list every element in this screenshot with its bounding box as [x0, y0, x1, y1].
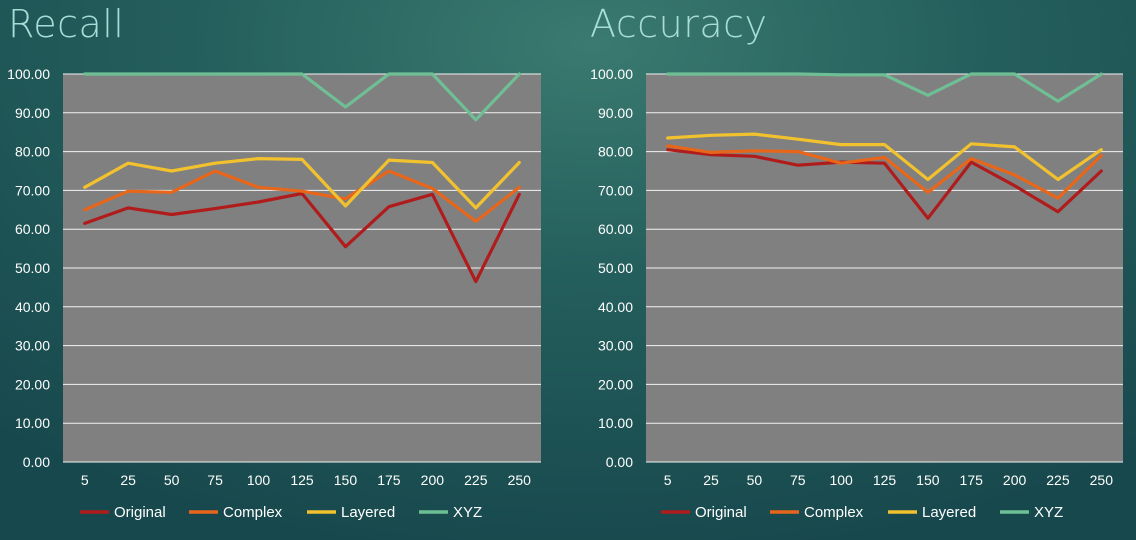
y-tick-label: 80.00: [15, 144, 50, 160]
chart-title-accuracy: Accuracy: [590, 2, 768, 46]
x-tick-label: 250: [1090, 472, 1114, 488]
y-tick-label: 0.00: [606, 454, 633, 470]
x-tick-label: 200: [421, 472, 445, 488]
legend-label: Original: [114, 504, 166, 521]
x-tick-label: 50: [164, 472, 180, 488]
x-tick-label: 125: [290, 472, 314, 488]
y-tick-label: 20.00: [598, 376, 633, 392]
y-tick-label: 10.00: [15, 415, 50, 431]
series-line-complex: [666, 144, 1103, 200]
x-tick-label: 50: [747, 472, 763, 488]
series-line-original: [83, 191, 521, 284]
x-tick-label: 5: [664, 472, 672, 488]
legend-item-complex: Complex: [189, 504, 283, 521]
y-tick-label: 60.00: [598, 221, 633, 237]
x-tick-label: 75: [790, 472, 806, 488]
series-line-original: [666, 148, 1103, 220]
x-tick-label: 100: [247, 472, 271, 488]
legend-label: Original: [695, 504, 747, 521]
y-tick-label: 70.00: [15, 182, 50, 198]
x-tick-label: 250: [508, 472, 532, 488]
y-tick-label: 30.00: [598, 338, 633, 354]
y-tick-label: 0.00: [23, 454, 50, 470]
x-tick-label: 5: [81, 472, 89, 488]
series-line-complex: [83, 169, 521, 223]
chart-recall: 0.00 10.00 20.00 30.00 40.00 50.00 60.00 70.00 8…: [7, 66, 541, 521]
legend-item-xyz: XYZ: [1000, 504, 1063, 521]
legend-item-complex: Complex: [770, 504, 864, 521]
series-line-xyz: [666, 72, 1103, 103]
series-line-layered: [83, 157, 521, 210]
x-tick-label: 150: [334, 472, 358, 488]
x-tick-label: 175: [960, 472, 984, 488]
y-tick-label: 100.00: [590, 66, 633, 82]
y-tick-label: 20.00: [15, 376, 50, 392]
x-tick-label: 25: [703, 472, 719, 488]
chart-title-recall: Recall: [8, 2, 125, 46]
x-tick-label: 200: [1003, 472, 1027, 488]
legend-label: XYZ: [453, 504, 482, 521]
legend-label: Layered: [922, 504, 976, 521]
x-tick-label: 225: [464, 472, 488, 488]
legend-item-layered: Layered: [307, 504, 395, 521]
y-tick-label: 50.00: [15, 260, 50, 276]
x-tick-label: 175: [377, 472, 401, 488]
y-tick-label: 100.00: [7, 66, 50, 82]
y-tick-label: 10.00: [598, 415, 633, 431]
chart-accuracy: 0.00 10.00 20.00 30.00 40.00 50.00 60.00 70.00 8…: [590, 66, 1123, 521]
legend-item-original: Original: [80, 504, 166, 521]
series-line-layered: [666, 132, 1103, 182]
legend-label: XYZ: [1034, 504, 1063, 521]
x-tick-label: 25: [120, 472, 136, 488]
y-tick-label: 50.00: [598, 260, 633, 276]
legend-label: Complex: [804, 504, 864, 521]
x-tick-label: 125: [873, 472, 897, 488]
legend-label: Layered: [341, 504, 395, 521]
legend-item-original: Original: [661, 504, 747, 521]
legend-label: Complex: [223, 504, 283, 521]
y-tick-label: 90.00: [15, 105, 50, 121]
y-tick-label: 30.00: [15, 338, 50, 354]
legend-item-xyz: XYZ: [419, 504, 482, 521]
y-tick-label: 40.00: [15, 299, 50, 315]
series-line-xyz: [83, 72, 521, 122]
y-tick-label: 70.00: [598, 182, 633, 198]
x-tick-label: 150: [916, 472, 940, 488]
x-tick-label: 225: [1046, 472, 1070, 488]
y-tick-label: 40.00: [598, 299, 633, 315]
x-tick-label: 75: [207, 472, 223, 488]
x-tick-label: 100: [829, 472, 853, 488]
y-tick-label: 90.00: [598, 105, 633, 121]
y-tick-label: 80.00: [598, 144, 633, 160]
legend-item-layered: Layered: [888, 504, 976, 521]
y-tick-label: 60.00: [15, 221, 50, 237]
